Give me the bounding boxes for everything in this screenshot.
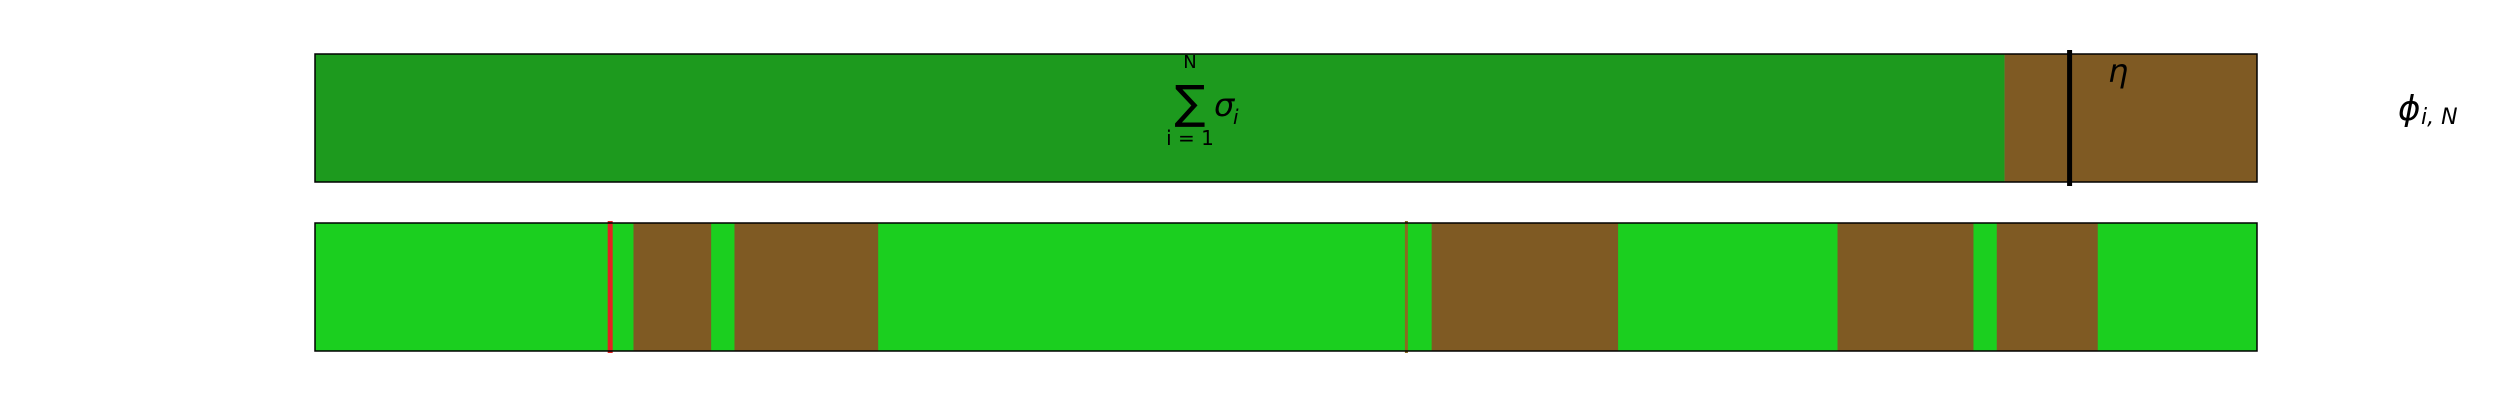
bottom-segment-brown — [1996, 223, 2099, 351]
phi-label: ϕ i, N — [2398, 89, 2458, 130]
top-bar-brown-region — [2004, 54, 2257, 182]
bottom-segment-brown — [1837, 223, 1974, 351]
top-bar-outline — [314, 53, 2258, 183]
bottom-bar — [314, 221, 2258, 353]
bottom-segment-green — [1973, 223, 1998, 351]
top-bar: N ∑ i = 1 σ i η — [314, 50, 2258, 186]
bottom-segment-green — [2097, 223, 2258, 351]
bottom-bar-segments — [315, 223, 2258, 351]
bottom-segment-green — [711, 223, 735, 351]
sum-label: N ∑ i = 1 σ i — [1166, 52, 1239, 150]
bottom-segment-green — [1618, 223, 1839, 351]
sum-term-sigma: σ — [1214, 86, 1236, 124]
bottom-segment-brown — [734, 223, 879, 351]
sum-upper-limit: N — [1183, 52, 1196, 73]
bottom-segment-brown — [1431, 223, 1619, 351]
bottom-segment-green — [878, 223, 1433, 351]
sum-symbol: ∑ — [1175, 75, 1206, 129]
phi-subscript: i, N — [2421, 105, 2458, 130]
phi-symbol: ϕ — [2398, 89, 2420, 129]
sum-lower-limit: i = 1 — [1166, 126, 1214, 150]
bottom-segment-brown — [633, 223, 712, 351]
eta-label: η — [2108, 52, 2128, 90]
bottom-bar-outline — [314, 222, 2258, 352]
top-bar-green-region — [315, 54, 2005, 182]
bottom-segment-green — [315, 223, 634, 351]
bottom-bar-markers — [607, 221, 1408, 353]
sum-term-subscript: i — [1233, 105, 1239, 129]
